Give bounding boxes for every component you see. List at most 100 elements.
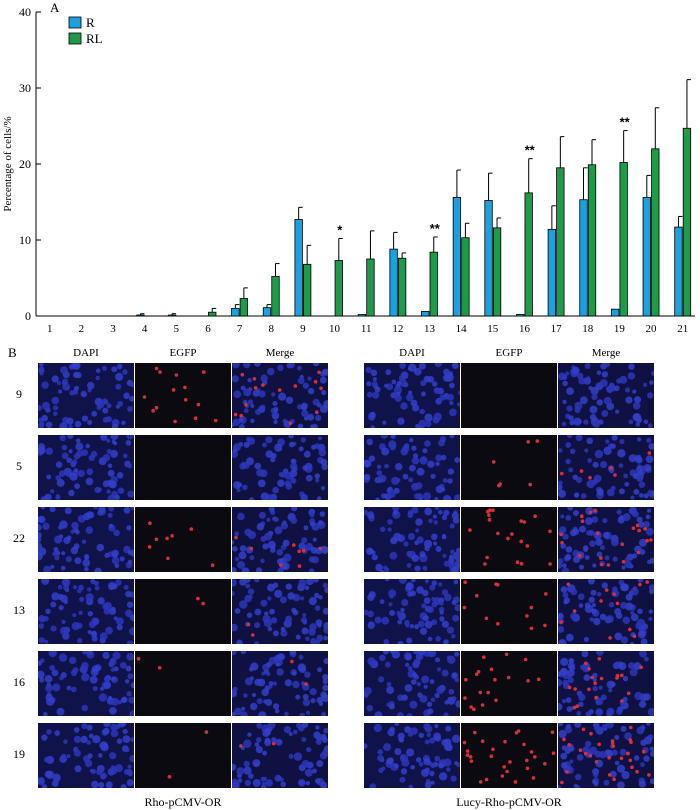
bar-rl-18 (587, 164, 597, 317)
micrograph-merge (232, 363, 328, 428)
x-tick-label: 20 (646, 323, 658, 335)
micrograph-egfp (461, 579, 557, 644)
micrograph-merge (558, 507, 654, 572)
bar-r-18 (579, 199, 588, 317)
micrograph-egfp (135, 723, 231, 788)
bar-r-11 (357, 314, 367, 317)
x-tick-label: 4 (142, 323, 148, 335)
micrograph-merge (232, 507, 328, 572)
row-label: 13 (13, 603, 25, 617)
x-tick-label: 10 (329, 323, 341, 335)
bar-rl-20 (651, 148, 660, 317)
micrograph-egfp (461, 651, 557, 716)
x-tick-label: 15 (487, 323, 499, 335)
bar-r-17 (547, 228, 556, 317)
micrograph-egfp (461, 723, 557, 788)
legend-swatch-r (68, 16, 82, 29)
bar-rl-19 (619, 162, 628, 317)
micrograph-merge (558, 579, 654, 644)
x-tick-label: 12 (392, 323, 403, 335)
bar-r-14 (452, 197, 462, 317)
column-header-egfp: EGFP (169, 347, 197, 359)
legend-swatch-rl (68, 32, 82, 45)
bar-rl-14 (461, 237, 470, 317)
x-tick-label: 16 (519, 323, 531, 335)
x-tick-label: 9 (300, 323, 306, 335)
bar-rl-10 (334, 260, 343, 317)
column-header-dapi: DAPI (73, 347, 99, 359)
micrograph-merge (232, 435, 328, 500)
bar-rl-7 (239, 298, 249, 317)
x-tick-label: 21 (677, 323, 688, 335)
y-tick-label: 0 (25, 309, 31, 323)
micrograph-merge (558, 435, 654, 500)
x-tick-label: 11 (361, 323, 372, 335)
column-header-merge: Merge (591, 347, 621, 359)
panel-label-a: A (50, 0, 60, 15)
x-tick-label: 2 (79, 323, 85, 335)
significance-marker: ** (430, 221, 441, 236)
micrograph-dapi (364, 579, 460, 644)
micrograph-dapi (38, 363, 134, 428)
x-tick-label: 14 (456, 323, 468, 335)
micrograph-dapi (364, 723, 460, 788)
micrograph-dapi (364, 651, 460, 716)
row-label: 19 (13, 747, 25, 761)
x-tick-label: 13 (424, 323, 436, 335)
micrograph-dapi (364, 363, 460, 428)
bar-r-9 (294, 219, 303, 317)
bar-rl-11 (366, 258, 375, 317)
bar-rl-16 (524, 192, 533, 317)
micrograph-dapi (38, 507, 134, 572)
x-tick-label: 5 (174, 323, 180, 335)
bar-rl-15 (492, 227, 502, 317)
bar-r-4 (136, 314, 145, 317)
chart-legend: RRL (68, 15, 103, 46)
y-axis-label: Percentage of cells/% (2, 116, 14, 211)
bar-rl-6 (208, 311, 217, 317)
bar-r-7 (231, 307, 240, 317)
x-tick-label: 3 (110, 323, 116, 335)
micrograph-merge (232, 723, 328, 788)
legend-label-r: R (86, 15, 95, 30)
significance-marker: ** (525, 143, 536, 158)
column-header-dapi: DAPI (399, 347, 425, 359)
column-header-egfp: EGFP (495, 347, 523, 359)
bar-rl-8 (271, 276, 280, 317)
x-tick-label: 1 (47, 323, 53, 335)
bar-r-16 (516, 314, 525, 317)
y-tick-label: 30 (19, 81, 31, 95)
significance-marker: ** (620, 115, 631, 130)
micrograph-merge (558, 363, 654, 428)
micrograph-egfp (135, 579, 231, 644)
bar-rl-9 (302, 263, 312, 317)
row-label: 22 (13, 531, 25, 545)
micrograph-egfp (461, 507, 557, 572)
micrograph-merge (232, 579, 328, 644)
micrograph-egfp (135, 435, 231, 500)
y-tick-label: 10 (19, 233, 31, 247)
micrograph-dapi (38, 435, 134, 500)
micrograph-egfp (135, 507, 231, 572)
bar-r-20 (642, 197, 651, 317)
micrograph-merge (232, 651, 328, 716)
group-caption: Lucy-Rho-pCMV-OR (456, 795, 562, 809)
micrograph-merge (558, 723, 654, 788)
bar-r-5 (167, 314, 177, 317)
x-tick-label: 8 (269, 323, 275, 335)
micrograph-egfp (135, 651, 231, 716)
x-tick-label: 6 (205, 323, 211, 335)
micrograph-egfp (135, 363, 231, 428)
micrograph-egfp (461, 435, 557, 500)
row-label: 16 (13, 675, 25, 689)
bar-r-21 (674, 226, 683, 317)
micrograph-dapi (38, 723, 134, 788)
group-caption: Rho-pCMV-OR (144, 795, 222, 809)
micrograph-dapi (364, 507, 460, 572)
significance-marker: * (337, 222, 343, 237)
x-tick-label: 18 (582, 323, 594, 335)
micrograph-dapi (38, 579, 134, 644)
x-tick-label: 7 (237, 323, 243, 335)
bar-rl-17 (556, 167, 565, 317)
